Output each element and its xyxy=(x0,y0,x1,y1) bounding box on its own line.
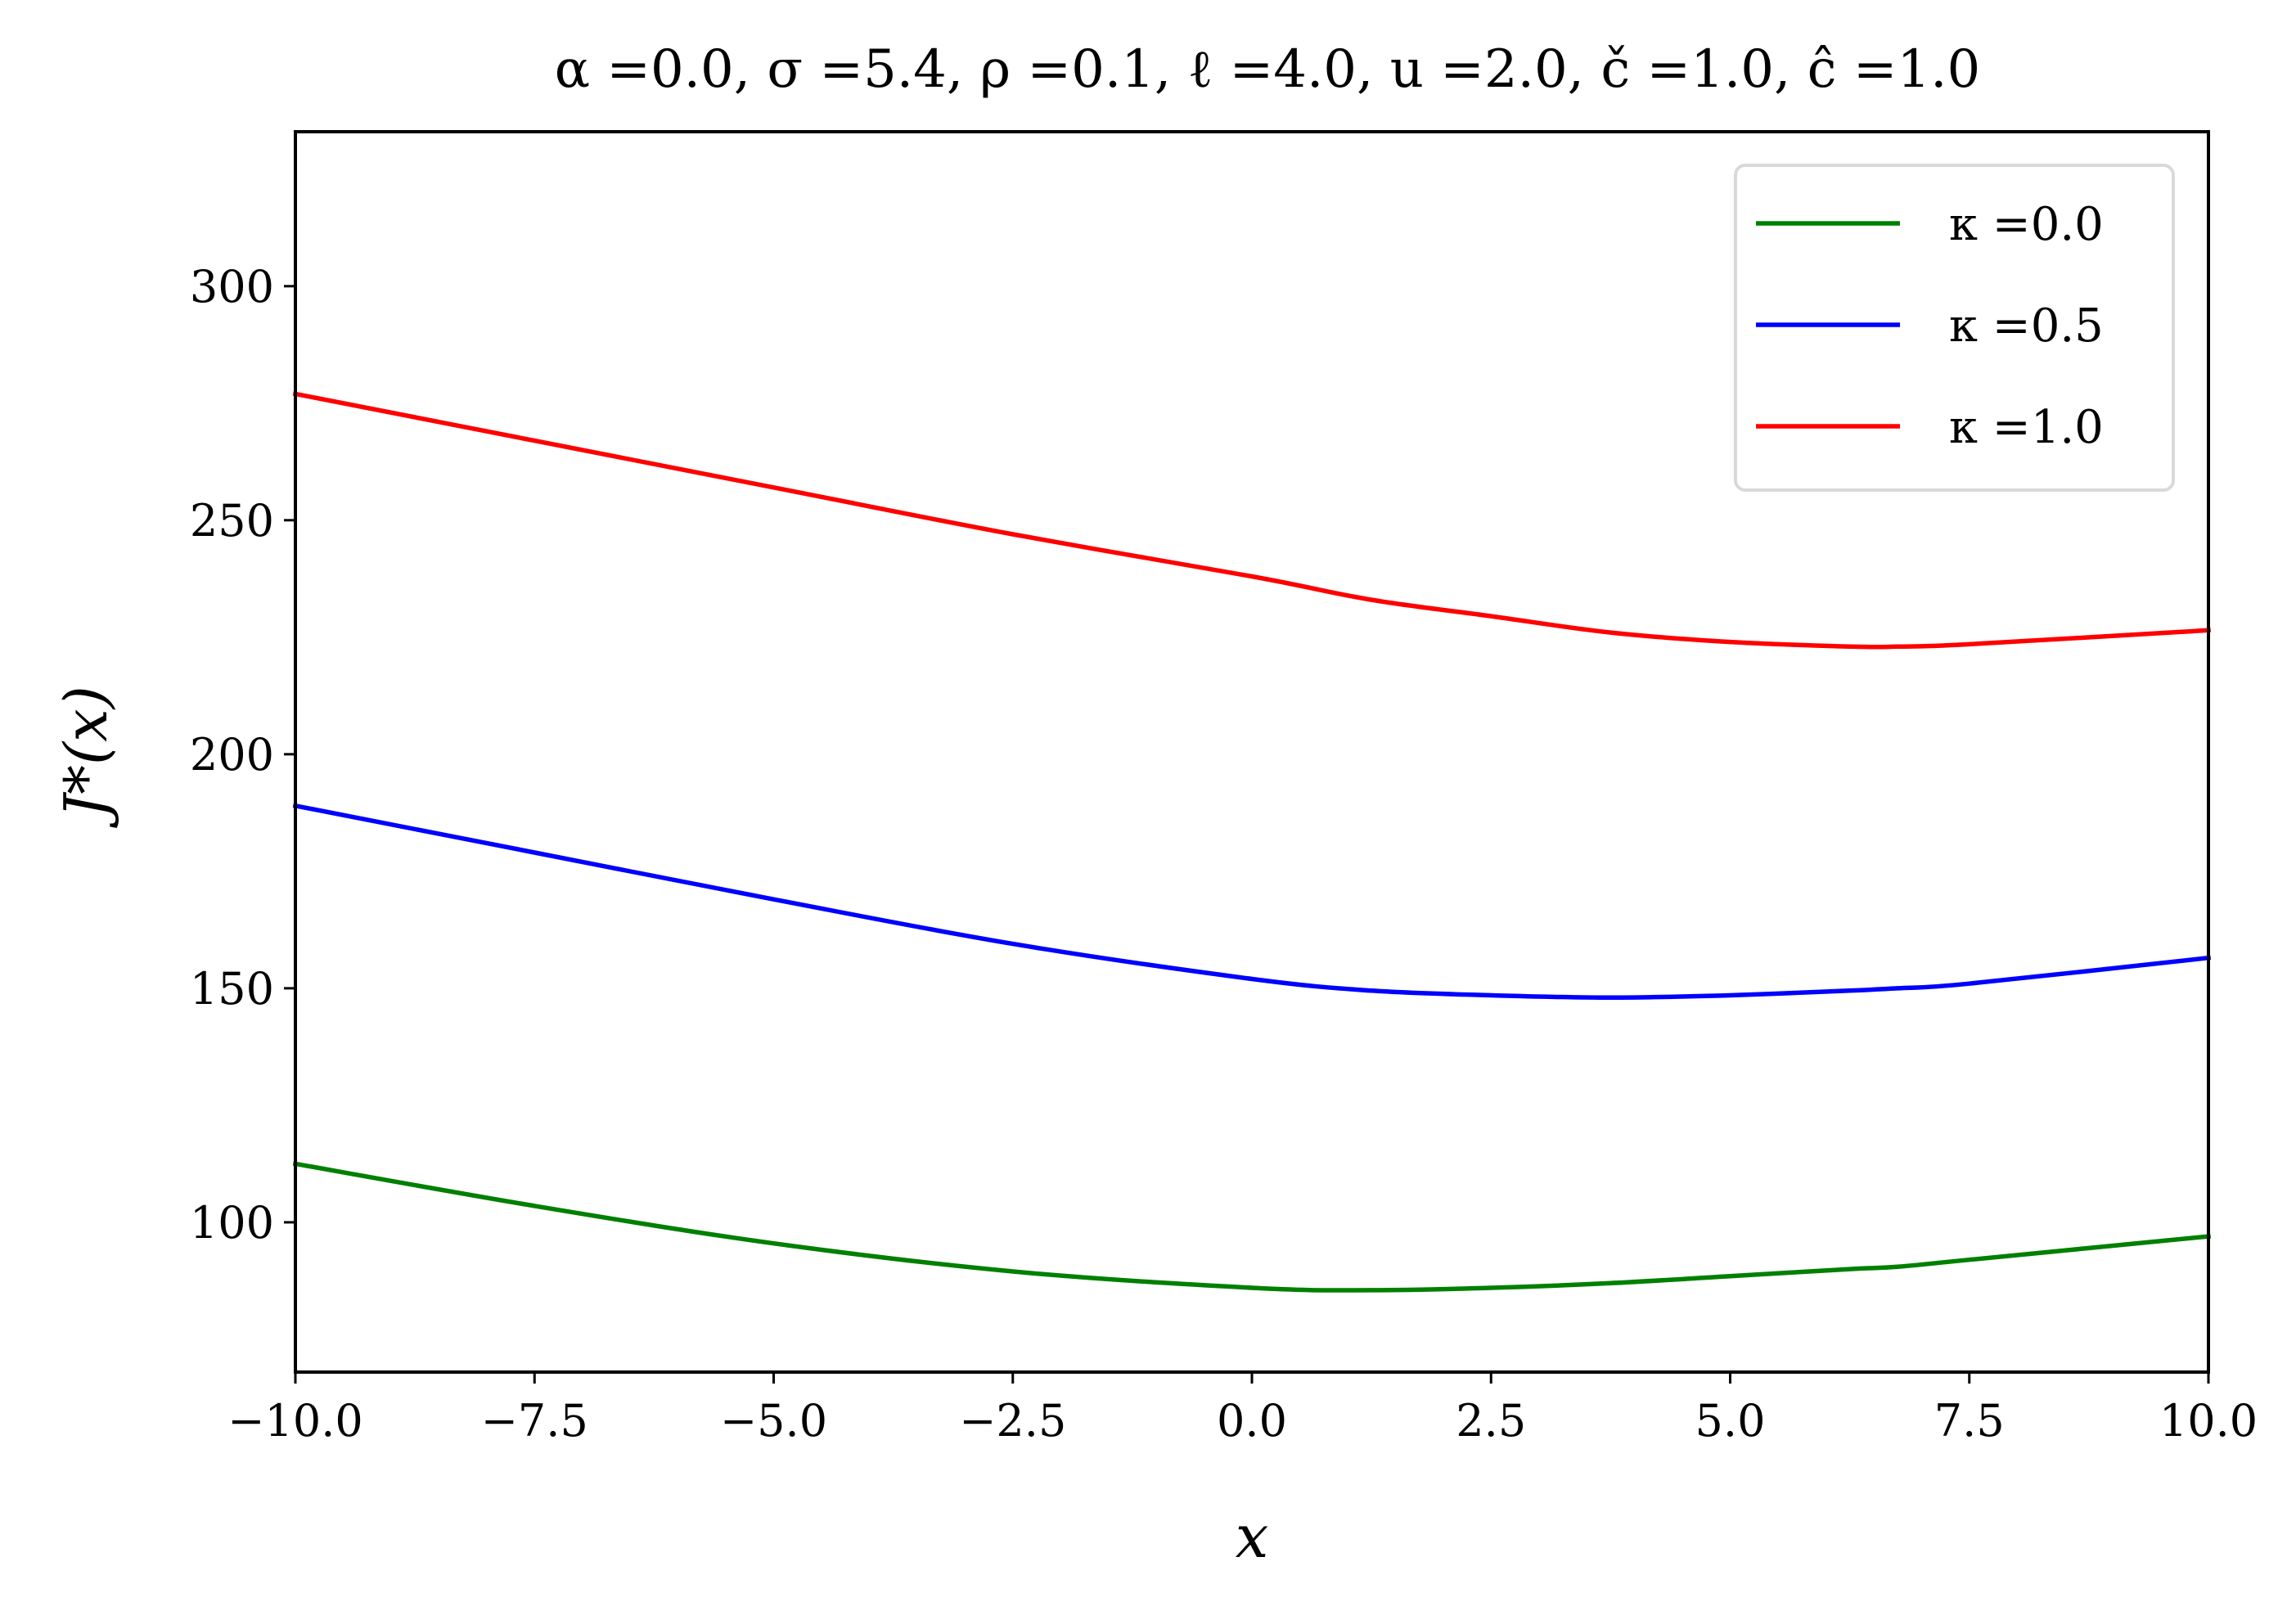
x-axis: −10.0 −7.5 −5.0 −2.5 0.0 2.5 5.0 7.5 10.0 xyxy=(227,1372,2258,1447)
series-layer xyxy=(292,391,2212,1293)
x-tick-label: −10.0 xyxy=(227,1395,362,1447)
series-line-2 xyxy=(292,391,2211,650)
legend: κ =0.0 κ =0.5 κ =1.0 xyxy=(1734,164,2175,492)
y-tick-label: 100 xyxy=(190,1197,274,1249)
legend-label: κ =0.5 xyxy=(1949,299,2104,353)
chart-title: α =0.0, σ =5.4, ρ =0.1, ℓ =4.0, u =2.0, … xyxy=(555,39,1980,100)
x-tick-label: −2.5 xyxy=(959,1395,1066,1447)
legend-box xyxy=(1734,164,2175,492)
y-tick-label: 200 xyxy=(190,729,274,781)
x-axis-title: x xyxy=(1236,1502,1269,1571)
y-tick-label: 300 xyxy=(190,261,274,313)
series-line-0 xyxy=(292,1161,2212,1293)
legend-label: κ =1.0 xyxy=(1949,401,2104,454)
x-tick-label: 5.0 xyxy=(1695,1395,1766,1447)
x-tick-label: 0.0 xyxy=(1217,1395,1287,1447)
y-axis: 100 150 200 250 300 xyxy=(190,261,295,1249)
y-tick-label: 150 xyxy=(190,963,274,1015)
x-tick-label: 10.0 xyxy=(2159,1395,2258,1447)
x-tick-label: 2.5 xyxy=(1456,1395,1526,1447)
y-axis-title: J*(x) xyxy=(52,686,120,829)
legend-items: κ =0.0 κ =0.5 κ =1.0 xyxy=(1756,198,2104,454)
legend-label: κ =0.0 xyxy=(1949,198,2104,251)
x-tick-label: −5.0 xyxy=(720,1395,827,1447)
y-tick-label: 250 xyxy=(190,495,274,547)
x-tick-label: 7.5 xyxy=(1934,1395,2005,1447)
series-line-1 xyxy=(292,803,2212,1001)
x-tick-label: −7.5 xyxy=(481,1395,588,1447)
